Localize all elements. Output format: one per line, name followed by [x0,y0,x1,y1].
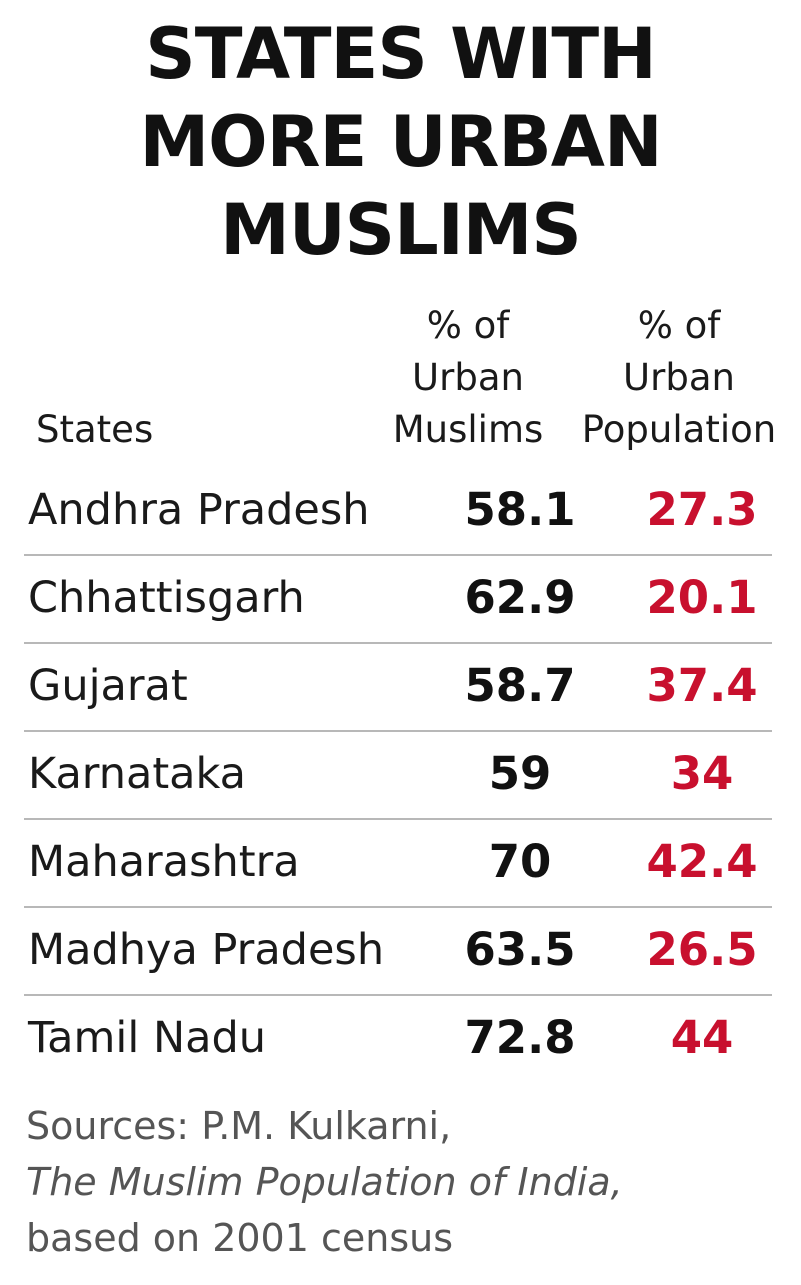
state-name: Andhra Pradesh [28,485,370,535]
source-line: Sources: P.M. Kulkarni, [26,1104,452,1148]
urban-muslims-value: 70 [488,835,552,888]
table-row: Andhra Pradesh 58.1 27.3 [24,468,772,556]
urban-muslims-value: 58.7 [464,659,576,712]
header-line: Urban [412,356,524,399]
table-row: Madhya Pradesh 63.5 26.5 [24,908,772,996]
header-line: Population [581,408,777,451]
urban-population-value: 37.4 [646,659,758,712]
column-header-urban-population: % of Urban Population [570,300,788,456]
state-name: Gujarat [28,661,188,711]
state-name: Tamil Nadu [28,1013,267,1063]
title-line: MUSLIMS [220,189,582,271]
state-name: Madhya Pradesh [28,925,385,975]
table-row: Tamil Nadu 72.8 44 [24,996,772,1082]
data-table: Andhra Pradesh 58.1 27.3 Chhattisgarh 62.9 20… [24,468,772,1082]
header-line: Urban [623,356,735,399]
urban-muslims-value: 72.8 [464,1011,576,1064]
table-header: States % of Urban Muslims % of Urban Pop… [0,300,801,460]
urban-population-value: 27.3 [646,483,758,536]
state-name: Chhattisgarh [28,573,305,623]
state-name: Maharashtra [28,837,300,887]
urban-muslims-value: 63.5 [464,923,576,976]
column-header-urban-muslims: % of Urban Muslims [382,300,554,456]
urban-muslims-value: 62.9 [464,571,576,624]
urban-population-value: 20.1 [646,571,758,624]
state-name: Karnataka [28,749,247,799]
title-line: MORE URBAN [139,101,662,183]
urban-population-value: 26.5 [646,923,758,976]
urban-muslims-value: 58.1 [464,483,576,536]
urban-population-value: 42.4 [646,835,758,888]
column-header-states: States [36,408,154,451]
chart-title: STATES WITH MORE URBAN MUSLIMS [0,10,801,274]
source-note: Sources: P.M. Kulkarni, The Muslim Popul… [26,1098,786,1266]
header-line: % of [637,304,721,347]
urban-population-value: 34 [670,747,734,800]
title-line: STATES WITH [145,13,656,95]
header-line: % of [426,304,510,347]
table-row: Chhattisgarh 62.9 20.1 [24,556,772,644]
urban-population-value: 44 [670,1011,734,1064]
urban-muslims-value: 59 [488,747,552,800]
source-line: based on 2001 census [26,1216,454,1260]
table-row: Maharashtra 70 42.4 [24,820,772,908]
table-row: Gujarat 58.7 37.4 [24,644,772,732]
source-line: The Muslim Population of India, [26,1160,623,1204]
table-row: Karnataka 59 34 [24,732,772,820]
header-line: Muslims [392,408,544,451]
